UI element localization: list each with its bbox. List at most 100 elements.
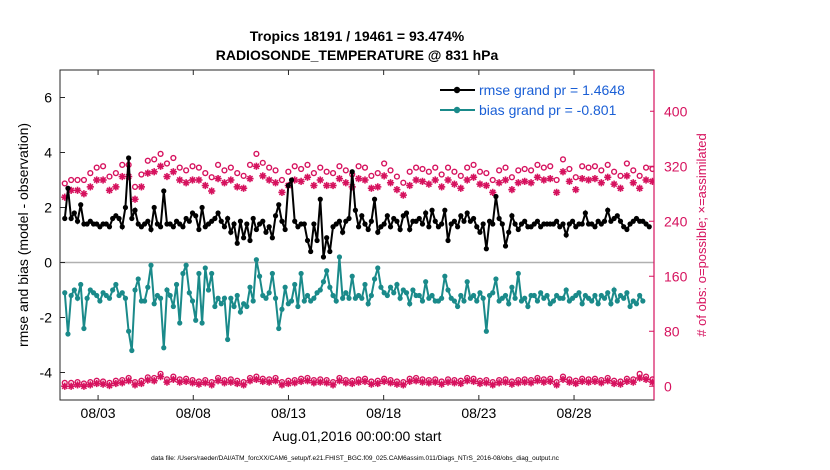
obs-assimilated-low-marker — [412, 377, 420, 385]
obs-possible-marker — [221, 167, 228, 174]
obs-possible-marker — [515, 167, 522, 174]
legend-bias-marker — [453, 106, 461, 114]
obs-assimilated-marker — [546, 175, 554, 183]
obs-assimilated-marker — [629, 179, 637, 187]
obs-possible-marker — [61, 180, 68, 187]
bias-point — [301, 298, 307, 304]
obs-assimilated-marker — [393, 186, 401, 194]
obs-assimilated-marker — [380, 172, 388, 180]
obs-assimilated-marker — [144, 169, 152, 177]
obs-assimilated-marker — [233, 183, 241, 191]
obs-possible-marker — [496, 167, 503, 174]
rmse-point — [375, 229, 381, 235]
rmse-point — [483, 246, 489, 252]
obs-assimilated-marker — [182, 179, 190, 187]
bias-point — [170, 303, 176, 310]
rmse-point — [387, 224, 394, 230]
bias-point — [346, 295, 352, 301]
obs-assimilated-marker — [540, 176, 548, 184]
chart-title-line1: Tropics 18191 / 19461 = 93.474% — [250, 28, 465, 44]
obs-possible-marker — [170, 154, 177, 162]
obs-possible-marker — [617, 172, 624, 179]
obs-possible-marker — [464, 164, 471, 171]
obs-possible-marker — [470, 161, 477, 168]
obs-assimilated-marker — [208, 187, 216, 195]
rmse-point — [512, 221, 518, 227]
obs-assimilated-low-marker — [597, 379, 605, 387]
obs-possible-marker — [604, 161, 611, 168]
obs-assimilated-marker — [265, 176, 273, 184]
bias-point — [209, 270, 215, 277]
bias-point — [343, 290, 349, 296]
obs-assimilated-marker — [367, 184, 375, 192]
obs-assimilated-marker — [335, 175, 344, 183]
bias-point — [359, 295, 365, 301]
obs-assimilated-marker — [316, 176, 324, 184]
rmse-point — [132, 207, 138, 213]
obs-assimilated-low-marker — [278, 381, 286, 389]
bias-point — [151, 301, 157, 307]
bias-point — [637, 292, 643, 299]
bias-point — [419, 298, 426, 304]
obs-assimilated-low-marker — [61, 382, 69, 390]
obs-assimilated-low-marker — [156, 373, 165, 381]
rmse-point — [145, 218, 151, 224]
rmse-point — [78, 202, 84, 208]
obs-assimilated-low-marker — [386, 379, 395, 387]
obs-assimilated-low-marker — [118, 379, 126, 387]
obs-possible-marker — [387, 167, 394, 174]
obs-assimilated-low-marker — [616, 380, 625, 388]
legend-rmse-label: rmse grand pr = 1.4648 — [479, 82, 625, 98]
bias-point — [403, 290, 410, 296]
obs-possible-marker — [642, 164, 650, 171]
obs-assimilated-marker — [616, 184, 625, 192]
x-tick-label: 08/08 — [176, 405, 211, 421]
obs-assimilated-low-marker — [201, 379, 209, 387]
obs-assimilated-low-marker — [393, 380, 401, 388]
rmse-point — [199, 204, 205, 211]
obs-assimilated-marker — [163, 172, 171, 181]
y-right-axis-ticks: 0 80 160 240 320 400 — [649, 70, 688, 400]
obs-possible-marker — [144, 157, 151, 164]
obs-assimilated-low-marker — [489, 381, 497, 389]
obs-possible-marker — [419, 165, 426, 173]
rmse-point — [301, 221, 307, 227]
obs-assimilated-low-marker — [240, 381, 248, 389]
rmse-point — [426, 224, 432, 230]
plot-area — [59, 69, 655, 401]
obs-assimilated-marker — [636, 184, 644, 192]
rmse-point — [129, 215, 135, 222]
obs-possible-marker — [202, 170, 209, 177]
obs-possible-marker — [425, 168, 432, 175]
rmse-point — [288, 177, 295, 183]
obs-assimilated-low-marker — [495, 379, 503, 387]
y-right-tick-label: 400 — [664, 103, 688, 119]
rmse-point — [247, 237, 253, 244]
obs-possible-marker — [74, 176, 81, 184]
bias-point — [94, 292, 100, 299]
bias-point — [272, 295, 279, 301]
bias-point — [228, 295, 234, 301]
bias-point — [215, 295, 221, 301]
obs-assimilated-low-marker — [131, 381, 139, 389]
bias-point — [180, 270, 186, 277]
rmse-point — [260, 218, 266, 224]
obs-assimilated-low-marker — [425, 379, 433, 387]
obs-assimilated-low-marker — [636, 374, 644, 382]
bias-point — [119, 290, 125, 296]
obs-assimilated-marker — [597, 179, 605, 187]
rmse-point — [340, 229, 346, 235]
rmse-point — [429, 207, 435, 213]
obs-possible-marker — [393, 173, 401, 180]
obs-assimilated-marker — [329, 181, 337, 190]
rmse-point — [193, 213, 199, 219]
obs-possible-marker — [438, 171, 445, 178]
obs-assimilated-low-marker — [572, 379, 580, 388]
obs-possible-marker — [259, 159, 266, 166]
y-left-tick-label: -2 — [40, 310, 53, 326]
obs-possible-marker — [93, 164, 100, 171]
obs-possible-marker — [508, 174, 516, 181]
bias-point — [68, 292, 74, 299]
obs-possible-marker — [623, 160, 630, 167]
